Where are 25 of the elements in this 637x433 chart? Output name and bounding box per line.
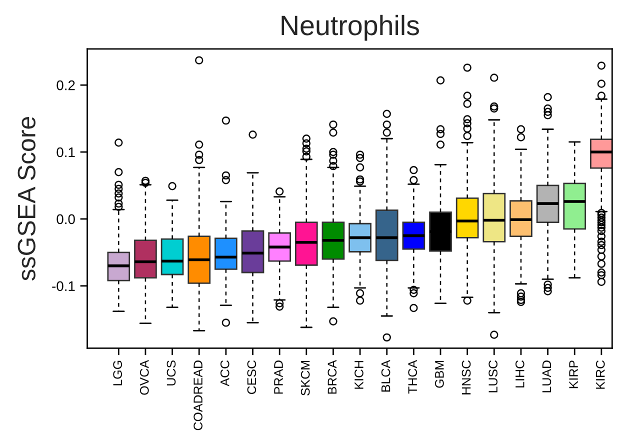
x-tick-label: THCA (408, 360, 418, 394)
x-tick-label: OVCA (140, 360, 149, 395)
x-tick-label: LUAD (542, 360, 552, 392)
x-tick-label: GBM (435, 360, 444, 388)
x-tick-label: LGG (113, 360, 122, 386)
x-tick-label: KIRP (569, 360, 578, 388)
x-tick-label: BRCA (328, 360, 337, 394)
x-tick-label: BLCA (381, 360, 390, 392)
x-tick-label: ACC (220, 360, 230, 386)
y-tick-label: -0.1 (52, 281, 75, 292)
x-tick-label: LIHC (515, 360, 524, 388)
y-tick-label: 0.0 (56, 214, 75, 224)
y-axis-title: ssGSEA Score (18, 116, 36, 281)
x-tick-label: KICH (354, 360, 364, 389)
x-tick-label: KIRC (596, 360, 605, 389)
x-tick-label: HNSC (462, 360, 471, 394)
y-tick-label: 0.1 (56, 147, 75, 158)
x-tick-label: PRAD (274, 360, 283, 394)
y-tick-label: 0.2 (56, 80, 75, 90)
x-tick-label: LUSC (488, 360, 498, 392)
x-tick-label: SKCM (300, 360, 310, 396)
x-tick-label: COADREAD (194, 360, 202, 430)
x-tick-label: UCS (166, 360, 176, 386)
chart-title: Neutrophils (282, 14, 419, 41)
x-tick-label: CESC (247, 360, 256, 394)
